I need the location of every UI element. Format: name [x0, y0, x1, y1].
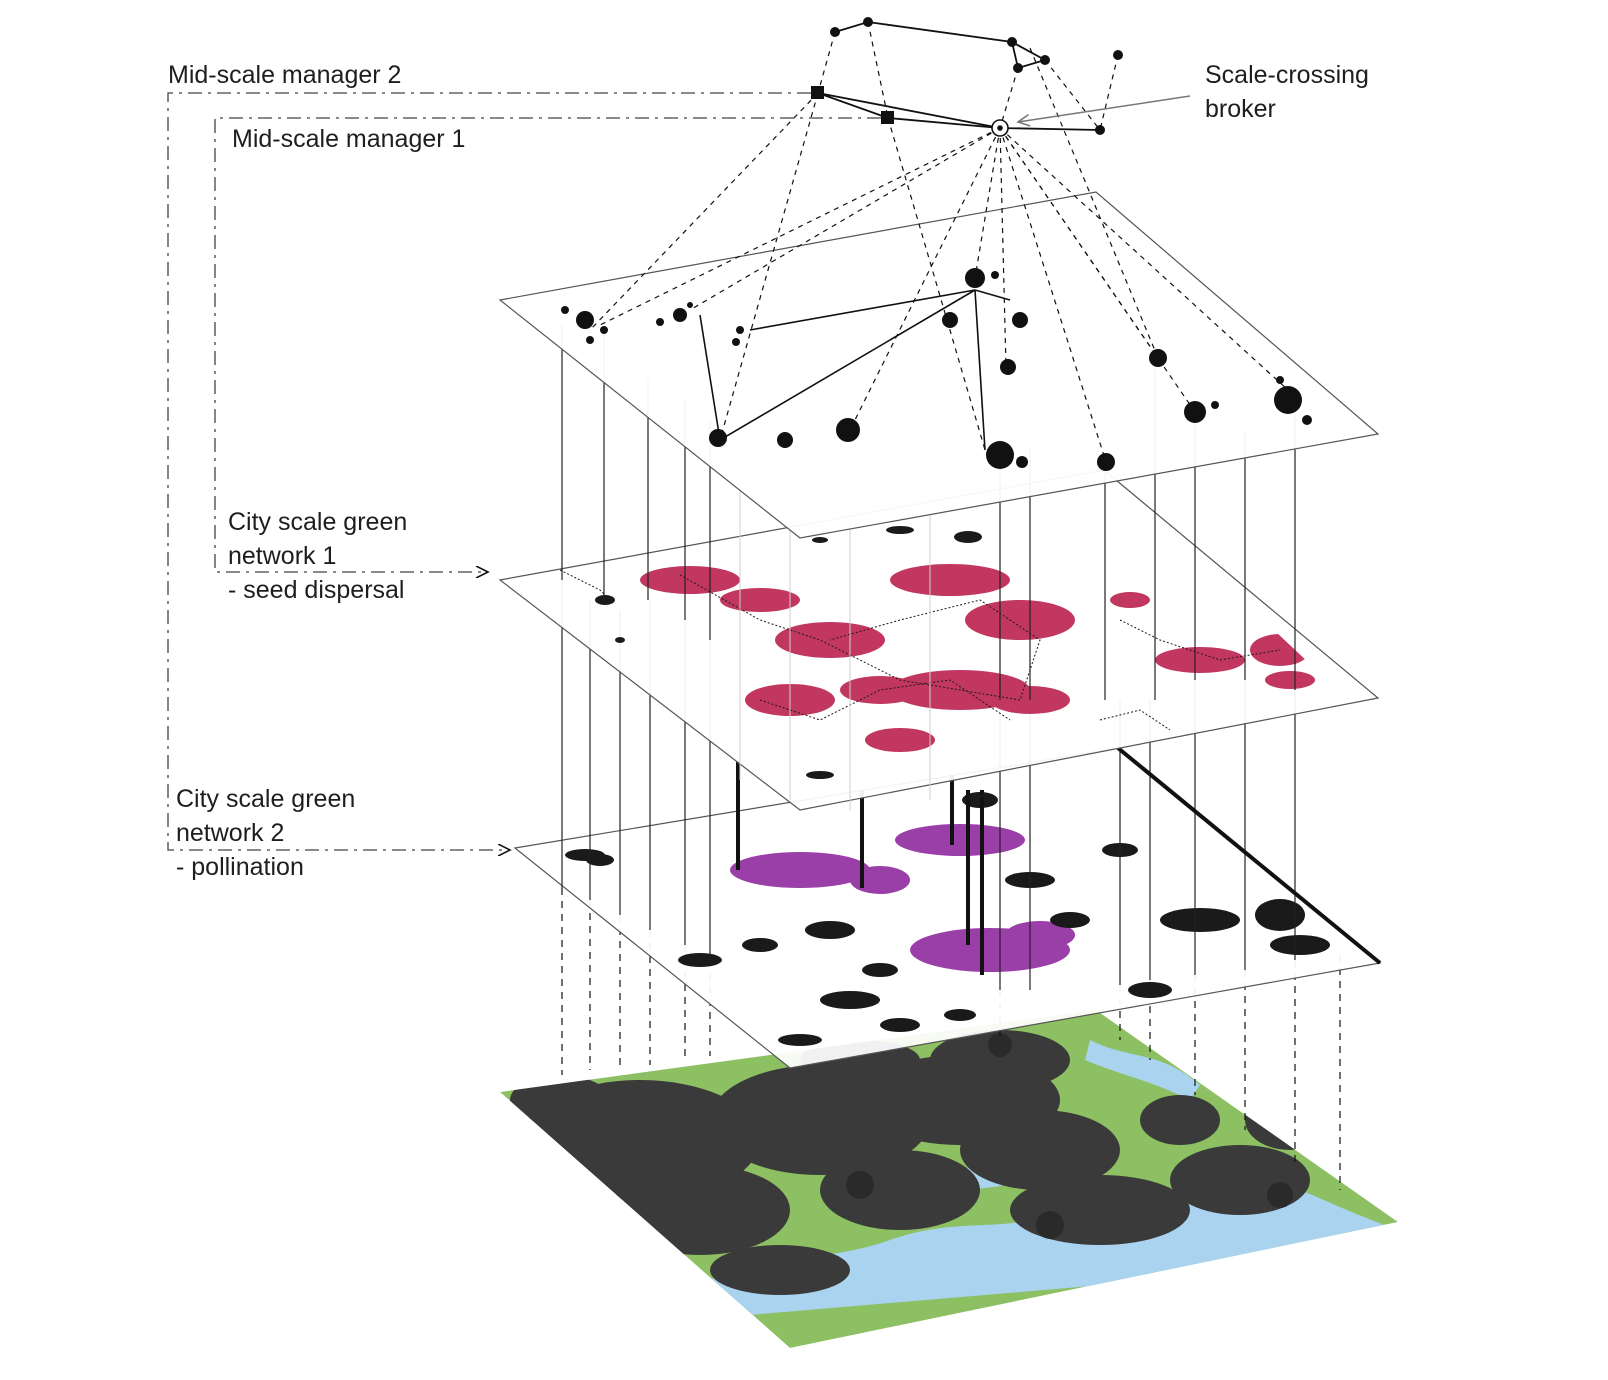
- heavy-connectors: [736, 746, 1382, 975]
- network2-pollination-layer: [513, 747, 1382, 1069]
- land-use-map-layer: [500, 1010, 1398, 1348]
- mid-scale-manager-1-node: [881, 111, 894, 124]
- city-network-2-label: City scale green network 2 - pollination: [176, 785, 356, 881]
- scale-crossing-broker-label: Scale-crossing broker: [1205, 61, 1369, 123]
- scale-crossing-broker-node: [991, 119, 1009, 137]
- network1-seed-dispersal-layer: [498, 469, 1380, 811]
- mid-scale-manager-2-node: [811, 86, 824, 99]
- cluster-nodes: [561, 268, 1312, 471]
- mid-scale-manager-2-label: Mid-scale manager 2: [168, 61, 402, 89]
- manager-leader-lines: [167, 92, 881, 850]
- manager-nodes: [811, 17, 1123, 135]
- local-networks-layer: [498, 191, 1380, 539]
- broker-callout-arrow: [1018, 95, 1191, 122]
- broker-links: [589, 21, 1289, 463]
- mid-scale-manager-1-label: Mid-scale manager 1: [232, 125, 466, 153]
- city-network-1-label: City scale green network 1 - seed disper…: [228, 508, 408, 604]
